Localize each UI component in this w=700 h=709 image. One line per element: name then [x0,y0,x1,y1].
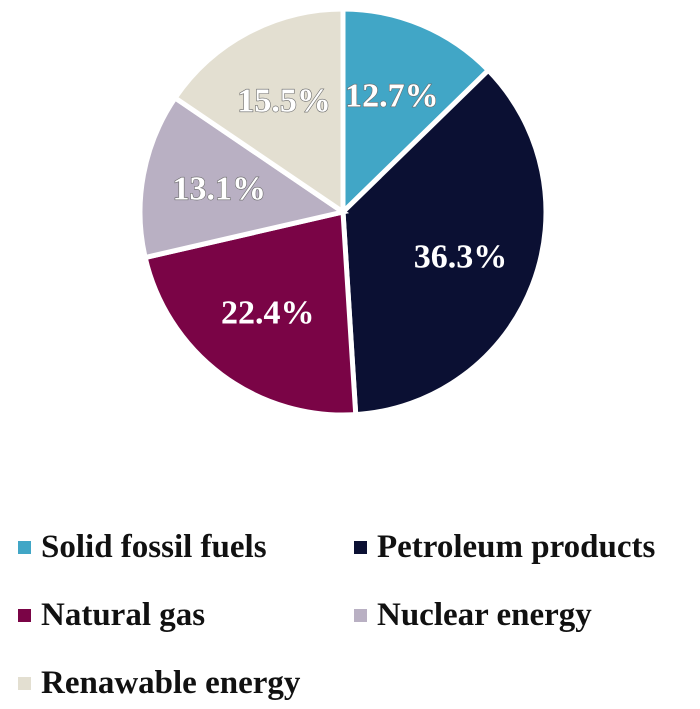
legend-swatch-renawable-energy [18,676,31,690]
legend-swatch-nuclear-energy [354,608,367,622]
pie-slice-petroleum-products [340,66,549,418]
legend-label-solid-fossil-fuels: Solid fossil fuels [41,528,267,565]
legend-label-petroleum-products: Petroleum products [377,528,656,565]
slice-label-renawable-energy: 15.5% [237,82,331,119]
legend-swatch-solid-fossil-fuels [18,540,31,554]
legend-item-renawable-energy: Renawable energy [18,663,300,703]
legend-label-natural-gas: Natural gas [41,596,206,633]
slice-label-nuclear-energy: 13.1% [173,170,267,207]
slice-label-petroleum-products: 36.3% [414,239,508,276]
legend-swatch-petroleum-products [354,540,367,554]
legend-item-nuclear-energy: Nuclear energy [354,595,592,635]
pie-slice-solid-fossil-fuels [340,6,492,218]
legend-item-solid-fossil-fuels: Solid fossil fuels [18,527,267,567]
pie-slice-nuclear-energy [137,94,350,261]
slice-label-solid-fossil-fuels: 12.7% [345,78,439,115]
pie-slice-renawable-energy [171,6,346,217]
legend-label-renawable-energy: Renawable energy [41,664,301,701]
legend-swatch-natural-gas [18,608,31,622]
pie-chart: 12.7% 36.3% 22.4% 13.1% 15.5% [137,6,549,418]
legend: Solid fossil fuels Petroleum products Na… [0,520,700,709]
pie-slices [137,6,549,418]
slice-label-natural-gas: 22.4% [221,294,315,331]
pie-slice-natural-gas [142,208,359,418]
legend-item-petroleum-products: Petroleum products [354,527,655,567]
legend-label-nuclear-energy: Nuclear energy [377,596,592,633]
slice-labels: 12.7% 36.3% 22.4% 13.1% 15.5% [172,77,508,331]
legend-item-natural-gas: Natural gas [18,595,205,635]
